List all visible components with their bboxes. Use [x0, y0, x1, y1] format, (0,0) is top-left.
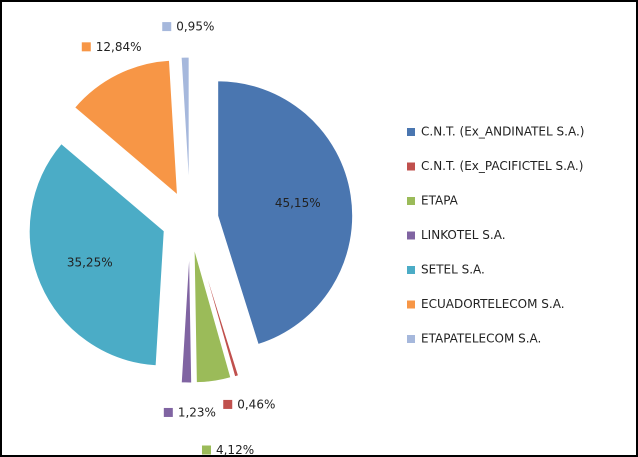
legend-label: C.N.T. (Ex_ANDINATEL S.A.) [421, 125, 584, 139]
data-label: 35,25% [67, 255, 113, 269]
pie-slice [180, 247, 193, 384]
data-label: 12,84% [96, 40, 142, 54]
legend-label: ETAPA [421, 194, 459, 208]
pie-slice [217, 80, 354, 346]
label-key [223, 399, 233, 409]
label-key [201, 445, 211, 455]
data-label: 0,46% [237, 397, 275, 411]
legend-label: SETEL S.A. [421, 263, 485, 277]
legend-key [407, 300, 415, 309]
data-label: 4,12% [216, 443, 254, 457]
label-key [163, 407, 173, 417]
data-label: 0,95% [176, 20, 214, 34]
data-label: 45,15% [275, 196, 321, 210]
label-key [81, 42, 91, 52]
legend-label: LINKOTEL S.A. [421, 228, 506, 242]
legend-key [407, 335, 415, 343]
pie-slice [180, 56, 190, 193]
pie-slice [28, 142, 165, 367]
pie-slice [197, 246, 240, 378]
pie-slice [193, 247, 232, 384]
legend-label: ECUADORTELECOM S.A. [421, 297, 565, 311]
legend-label: C.N.T. (Ex_PACIFICTEL S.A.) [421, 159, 583, 173]
legend-key [407, 266, 415, 274]
legend-key [407, 128, 415, 136]
legend-key [407, 162, 415, 171]
legend-label: ETAPATELECOM S.A. [421, 332, 541, 346]
label-key [162, 22, 172, 32]
legend-key [407, 197, 415, 205]
pie-slice [73, 59, 179, 197]
legend-key [407, 231, 415, 240]
data-label: 1,23% [178, 405, 216, 419]
